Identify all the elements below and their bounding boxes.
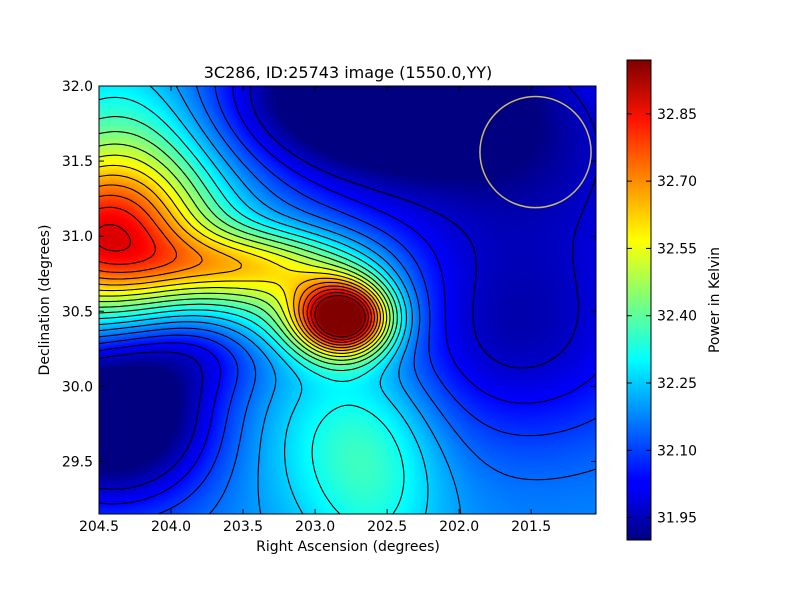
colorbar-tick-label: 32.70 [657, 174, 697, 190]
contour-line [314, 295, 366, 338]
contour-line [99, 96, 405, 514]
y-tick-label: 29.5 [62, 454, 93, 470]
colorbar-tick-label: 32.40 [657, 309, 697, 325]
colorbar-tick-label: 32.25 [657, 376, 697, 392]
x-tick-label: 202.0 [439, 519, 479, 535]
x-tick-label: 204.0 [151, 519, 191, 535]
contour-line [99, 206, 373, 343]
colorbar-gradient [626, 59, 652, 541]
contour-line [99, 116, 398, 372]
x-tick-label: 204.5 [79, 519, 119, 535]
contour-line [99, 194, 376, 346]
contour-line [99, 86, 596, 490]
contour-line [99, 86, 596, 514]
plot-area [98, 85, 597, 515]
y-tick-label: 30.0 [62, 379, 93, 395]
colorbar-tick-label: 32.85 [657, 107, 697, 123]
colorbar-tick-label: 31.95 [657, 511, 697, 527]
contour-line [99, 154, 388, 358]
contour-line [99, 86, 596, 505]
y-tick-label: 31.5 [62, 154, 93, 170]
contour-line [99, 224, 370, 341]
contour-line [99, 184, 379, 349]
contour-line [99, 86, 596, 514]
y-tick-label: 31.0 [62, 229, 93, 245]
colorbar-ticks: 31.95 32.10 32.25 32.40 32.55 32.70 32.85 [627, 107, 697, 527]
x-tick-label: 201.5 [511, 519, 551, 535]
contour-line [99, 86, 429, 514]
contour-line [99, 174, 382, 352]
contour-line [99, 131, 395, 366]
y-tick-label: 30.5 [62, 304, 93, 320]
contour-line [99, 143, 391, 361]
x-tick-label: 203.5 [223, 519, 263, 535]
contour-line [99, 164, 385, 354]
colorbar-label: Power in Kelvin [707, 247, 723, 353]
plot-frame [98, 85, 597, 515]
chart-title: 3C286, ID:25743 image (1550.0,YY) [204, 63, 493, 82]
colorbar-tick-label: 32.55 [657, 241, 697, 257]
y-tick-label: 32.0 [62, 79, 93, 95]
y-axis-label: Declination (degrees) [37, 225, 53, 376]
x-axis: 204.5 204.0 203.5 203.0 202.5 202.0 201.5 [79, 86, 551, 535]
contour-lines [99, 86, 596, 514]
x-tick-label: 203.0 [295, 519, 335, 535]
colorbar-tick-label: 32.10 [657, 443, 697, 459]
x-tick-label: 202.5 [367, 519, 407, 535]
beam-circle [479, 95, 592, 209]
y-axis: 29.5 30.0 30.5 31.0 31.5 32.0 [62, 79, 596, 470]
colorbar: 31.95 32.10 32.25 32.40 32.55 32.70 32.85 Powe… [626, 59, 723, 541]
x-axis-label: Right Ascension (degrees) [256, 539, 440, 555]
contour-line [99, 86, 462, 514]
